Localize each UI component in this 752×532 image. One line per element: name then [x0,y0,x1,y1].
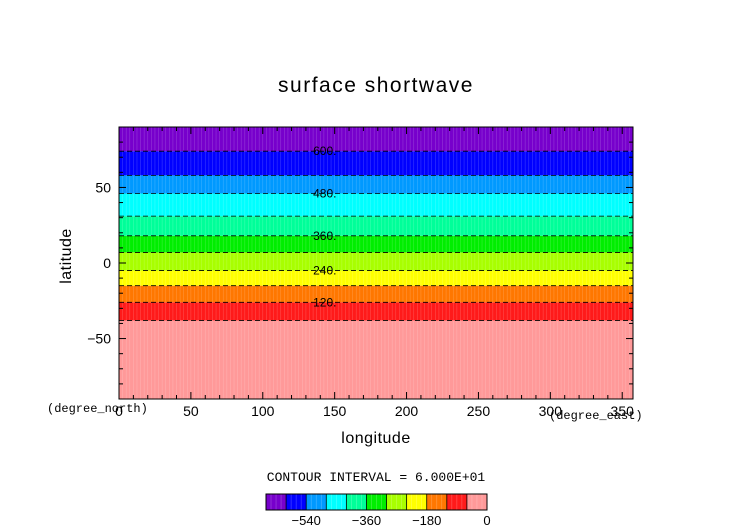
contour-interval-text: CONTOUR INTERVAL = 6.000E+01 [267,470,486,485]
band-0 [119,320,633,399]
band-4 [119,252,633,271]
y-tick-label-0: −50 [87,331,111,347]
band-1 [119,302,633,321]
x-axis-label: longitude [341,430,410,447]
band-5 [119,235,633,253]
plot-area: 120. 240. 360. 480. 600. [118,127,634,399]
colorbar: −540 −360 −180 0 [265,493,491,528]
x-tick-label-1: 50 [183,403,199,419]
x-unit-label: (degree_east) [549,409,643,423]
band-2 [119,285,633,303]
colorbar-swatch-7 [406,494,427,510]
x-tick-label-0: 0 [115,403,123,419]
colorbar-tick-label-2: −180 [412,513,441,528]
band-9 [119,151,633,176]
colorbar-swatch-10 [466,494,487,510]
y-tick-label-1: 0 [103,255,111,271]
contour-label-9: 600. [313,144,336,158]
colorbar-swatch-5 [366,494,387,510]
x-tick-label-2: 100 [251,403,275,419]
colorbar-tick-label-3: 0 [483,513,490,528]
colorbar-frame [265,493,488,511]
x-tick-label-3: 150 [323,403,347,419]
colorbar-swatch-8 [426,494,447,510]
band-7 [119,193,633,217]
y-unit-label: (degree_north) [47,402,148,416]
grid-streaks [118,127,634,399]
contour-label-3: 240. [313,264,336,278]
colorbar-swatch-6 [386,494,407,510]
x-tick-label-5: 250 [467,403,491,419]
x-tick-label-7: 350 [611,403,635,419]
contour-label-5: 360. [313,229,336,243]
chart-title: surface shortwave [278,74,474,97]
band-8 [119,175,633,194]
band-10 [119,127,633,152]
colorbar-swatch-9 [446,494,467,510]
band-6 [119,216,633,236]
colorbar-swatch-1 [286,494,307,510]
axes: 0 50 100 150 200 250 300 350 −50 0 50 [87,126,635,419]
y-tick-label-2: 50 [95,179,111,195]
colorbar-swatch-3 [326,494,347,510]
band-3 [119,270,633,286]
contour-label-7: 480. [313,186,336,200]
colorbar-swatch-2 [306,494,327,510]
x-tick-label-4: 200 [395,403,419,419]
colorbar-tick-label-1: −360 [352,513,381,528]
y-axis-label: latitude [58,228,75,284]
x-tick-label-6: 300 [539,403,563,419]
colorbar-swatch-0 [266,494,287,510]
colorbar-swatch-4 [346,494,367,510]
contour-label-1: 120. [313,295,336,309]
colorbar-tick-label-0: −540 [292,513,321,528]
